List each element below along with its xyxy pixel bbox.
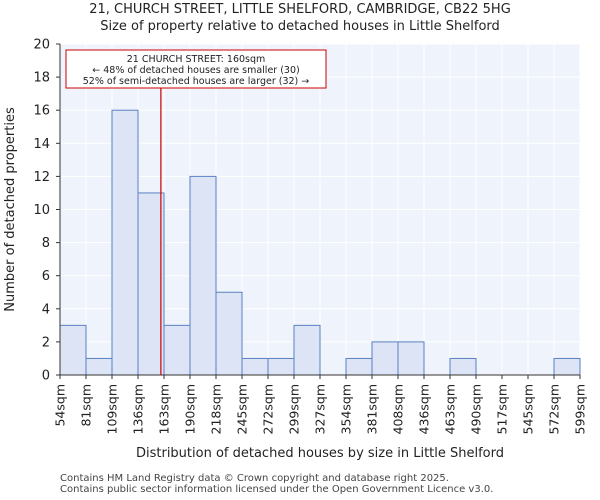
footer: Contains HM Land Registry data © Crown c… (60, 473, 493, 495)
y-tick-label: 0 (42, 369, 50, 384)
bar-272sqm (267, 357, 295, 376)
bars (59, 109, 581, 376)
y-tick-label: 10 (33, 203, 50, 218)
bar-381sqm (371, 341, 399, 376)
annotation-frame (65, 49, 327, 89)
x-tick-label: 299sqm (287, 384, 302, 434)
bar-163sqm (163, 324, 191, 376)
x-tick-label: 408sqm (391, 384, 406, 434)
bar-299sqm (293, 324, 321, 376)
y-tick-label: 2 (42, 335, 50, 350)
x-tick-label: 517sqm (495, 384, 510, 434)
axes: 0 2 4 6 8 10 12 14 16 18 20 54sqm 81sqm 109sqm 136sqm 1… (33, 38, 587, 435)
bar-572sqm (553, 357, 581, 376)
y-tick-label: 12 (33, 170, 50, 185)
x-axis-label: Distribution of detached houses by size … (136, 446, 504, 461)
annotation-line-1: 21 CHURCH STREET: 160sqm (127, 54, 266, 65)
annotation-line-3: 52% of semi-detached houses are larger (… (83, 76, 310, 87)
bar-463sqm (449, 357, 477, 376)
footer-line-2: Contains public sector information licen… (60, 484, 494, 495)
x-tick-label: 463sqm (443, 384, 458, 434)
y-tick-label: 16 (33, 104, 50, 119)
x-tick-label: 218sqm (209, 384, 224, 434)
chart-subtitle: Size of property relative to detached ho… (100, 19, 500, 34)
x-tick-label: 245sqm (235, 384, 250, 434)
y-tick-label: 14 (33, 137, 50, 152)
x-tick-label: 327sqm (313, 384, 328, 434)
bar-136sqm (137, 192, 165, 376)
bar-408sqm (397, 341, 425, 376)
bar-81sqm (85, 357, 113, 376)
x-tick-label: 163sqm (157, 384, 172, 434)
x-tick-label: 354sqm (339, 384, 354, 434)
x-tick-label: 381sqm (365, 384, 380, 434)
x-tick-label: 54sqm (53, 384, 68, 427)
x-tick-label: 272sqm (261, 384, 276, 434)
x-tick-label: 190sqm (183, 384, 198, 434)
bar-218sqm (215, 291, 243, 376)
x-tick-label: 109sqm (105, 384, 120, 434)
x-tick-label: 599sqm (573, 384, 588, 434)
y-tick-label: 20 (33, 38, 50, 53)
y-axis-label: Number of detached properties (3, 107, 18, 312)
annotation-line-2: ← 48% of detached houses are smaller (30… (92, 65, 299, 76)
x-tick-label: 136sqm (131, 384, 146, 434)
footer-line-1: Contains HM Land Registry data © Crown c… (60, 473, 449, 484)
x-tick-label: 81sqm (79, 384, 94, 427)
x-tick-label: 572sqm (547, 384, 562, 434)
bar-245sqm (241, 357, 269, 376)
bar-190sqm (189, 175, 217, 376)
bar-54sqm (59, 324, 87, 376)
x-tick-label: 545sqm (521, 384, 536, 434)
y-tick-label: 6 (42, 269, 50, 284)
y-tick-label: 4 (42, 302, 50, 317)
x-tick-label: 490sqm (469, 384, 484, 434)
annotation-box: 21 CHURCH STREET: 160sqm ← 48% of detach… (65, 49, 327, 89)
x-tick-label: 436sqm (417, 384, 432, 434)
y-tick-label: 8 (42, 236, 50, 251)
y-tick-label: 18 (33, 71, 50, 86)
chart-title: 21, CHURCH STREET, LITTLE SHELFORD, CAMB… (89, 2, 511, 17)
bar-354sqm (345, 357, 373, 376)
bar-109sqm (111, 109, 139, 376)
